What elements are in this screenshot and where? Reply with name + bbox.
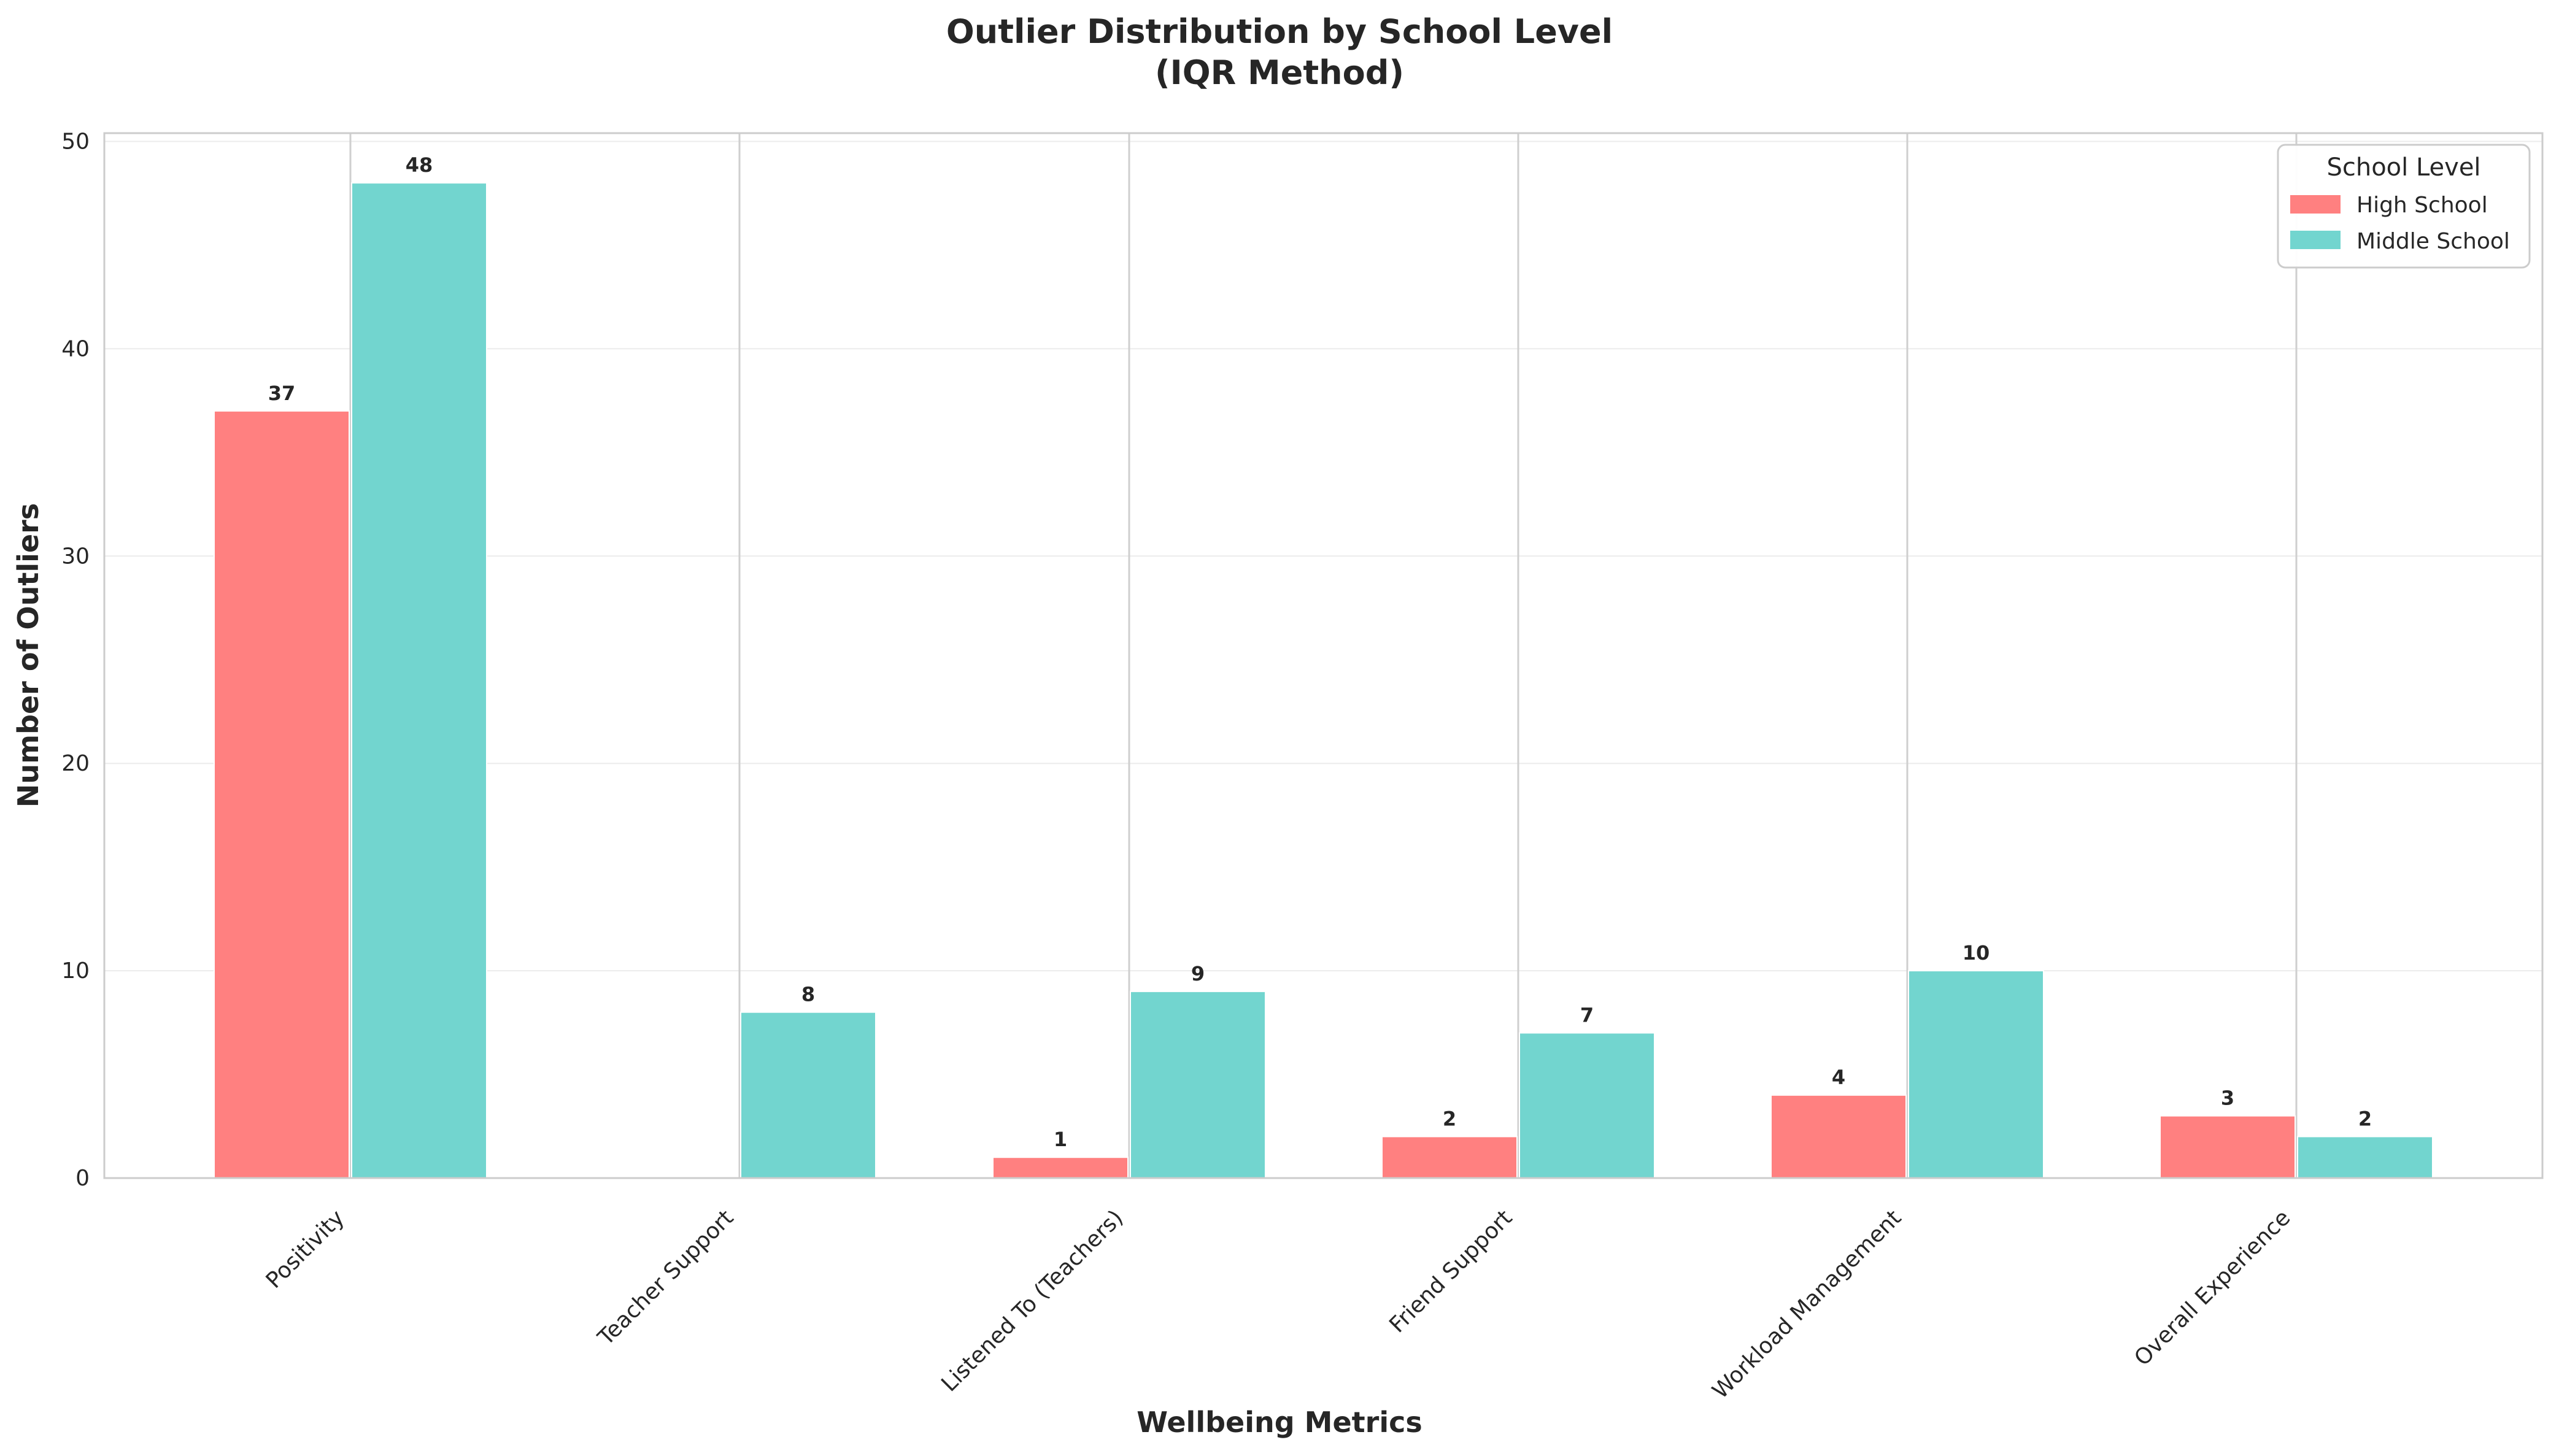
- y-tick-label-10: 10: [61, 958, 90, 984]
- bar-high-school-workload-management: [1770, 1094, 1907, 1179]
- y-tick-label-50: 50: [61, 129, 90, 155]
- data-label-middle-school-teacher-support: 8: [801, 983, 815, 1006]
- data-label-middle-school-positivity: 48: [406, 153, 433, 177]
- bar-middle-school-friend-support: [1519, 1032, 1655, 1179]
- data-label-high-school-friend-support: 2: [1443, 1107, 1456, 1130]
- data-label-high-school-overall-experience: 3: [2221, 1087, 2234, 1110]
- data-label-high-school-listened-to-teachers: 1: [1054, 1128, 1067, 1151]
- bar-middle-school-workload-management: [1908, 970, 2044, 1179]
- legend-swatch-middle-school: [2290, 231, 2341, 249]
- bar-high-school-listened-to-teachers: [992, 1157, 1129, 1179]
- plot-grid: [104, 133, 2542, 1179]
- legend-title: School Level: [2326, 153, 2480, 182]
- bar-middle-school-overall-experience: [2297, 1136, 2433, 1179]
- bar-high-school-positivity: [214, 410, 350, 1179]
- data-label-high-school-workload-management: 4: [1832, 1066, 1845, 1089]
- chart-title-line-2: (IQR Method): [1155, 53, 1404, 92]
- bar-high-school-overall-experience: [2160, 1115, 2296, 1179]
- legend-box: [2277, 144, 2531, 269]
- data-label-middle-school-overall-experience: 2: [2358, 1107, 2372, 1130]
- data-label-high-school-positivity: 37: [268, 382, 296, 405]
- plot-bars: [214, 182, 2433, 1179]
- bar-middle-school-teacher-support: [740, 1011, 876, 1179]
- x-axis-label: Wellbeing Metrics: [1137, 1406, 1422, 1439]
- y-tick-label-0: 0: [75, 1166, 90, 1191]
- legend-label-high-school: High School: [2356, 193, 2488, 218]
- chart-title-line-1: Outlier Distribution by School Level: [946, 12, 1613, 51]
- data-label-middle-school-friend-support: 7: [1580, 1003, 1594, 1027]
- plot-frame: [103, 132, 2544, 1179]
- legend-label-middle-school: Middle School: [2356, 229, 2510, 254]
- data-label-middle-school-workload-management: 10: [1963, 941, 1990, 965]
- y-tick-label-20: 20: [61, 751, 90, 776]
- bar-high-school-friend-support: [1381, 1136, 1518, 1179]
- y-tick-label-30: 30: [61, 544, 90, 569]
- bar-middle-school-listened-to-teachers: [1130, 990, 1266, 1179]
- plot-data-labels: 37 1 2 4 3 48 8 9 7 10 2: [268, 153, 2372, 1151]
- bar-middle-school-positivity: [351, 182, 487, 1179]
- legend: School Level High School Middle School: [2277, 144, 2531, 269]
- y-axis-label: Number of Outliers: [12, 503, 45, 807]
- y-tick-label-40: 40: [61, 336, 90, 361]
- legend-swatch-high-school: [2290, 195, 2341, 214]
- data-label-middle-school-listened-to-teachers: 9: [1191, 962, 1205, 985]
